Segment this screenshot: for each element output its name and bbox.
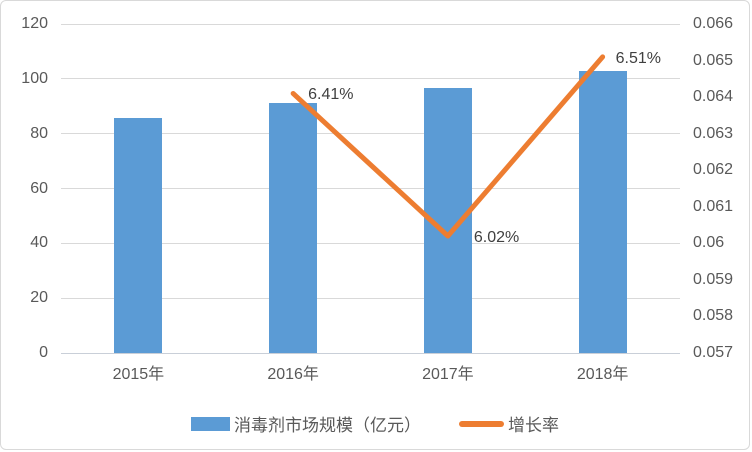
legend: 消毒剂市场规模（亿元） 增长率 [1, 411, 749, 436]
legend-label-growth-rate: 增长率 [508, 416, 559, 435]
bar-series-swatch [191, 416, 230, 431]
line-series-swatch [459, 420, 504, 427]
growth-rate-polyline [290, 54, 606, 239]
legend-item-market-size: 消毒剂市场规模（亿元） [191, 411, 421, 436]
legend-item-growth-rate: 增长率 [459, 411, 559, 436]
legend-label-market-size: 消毒剂市场规模（亿元） [234, 416, 421, 435]
